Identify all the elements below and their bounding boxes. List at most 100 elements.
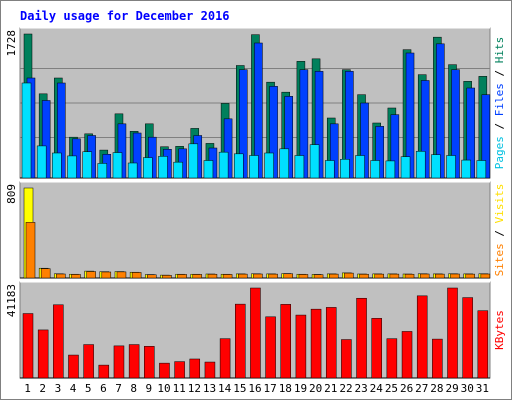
bar-pages-day-21 bbox=[324, 160, 335, 179]
bar-kbytes-day-19 bbox=[295, 314, 307, 379]
bar-pages-day-27 bbox=[415, 151, 426, 179]
legend-part: Visits bbox=[493, 184, 506, 224]
bar-pages-day-13 bbox=[203, 160, 214, 179]
legend: KBytes bbox=[493, 310, 506, 350]
bar-pages-day-6 bbox=[97, 163, 108, 179]
legend-part: Hits bbox=[493, 37, 506, 64]
bar-kbytes-day-5 bbox=[83, 344, 94, 379]
x-tick-day-6: 6 bbox=[100, 382, 107, 395]
bar-pages-day-4 bbox=[67, 155, 77, 179]
x-tick-day-10: 10 bbox=[157, 382, 170, 395]
bar-pages-day-24 bbox=[370, 160, 380, 179]
bar-kbytes-day-14 bbox=[219, 338, 231, 379]
x-tick-day-3: 3 bbox=[55, 382, 62, 395]
bar-sites-day-15 bbox=[238, 273, 248, 279]
legend-part: KBytes bbox=[493, 310, 506, 350]
legend-part: / bbox=[493, 63, 506, 83]
x-tick-day-12: 12 bbox=[188, 382, 201, 395]
bar-sites-day-1 bbox=[25, 222, 36, 279]
bar-pages-day-18 bbox=[279, 148, 289, 179]
bar-pages-day-3 bbox=[52, 152, 62, 179]
bar-kbytes-day-22 bbox=[341, 339, 352, 379]
bar-pages-day-5 bbox=[82, 151, 92, 179]
legend: Sites / Visits bbox=[493, 184, 506, 277]
bar-pages-day-26 bbox=[400, 156, 411, 179]
bar-sites-day-17 bbox=[268, 273, 278, 279]
bar-kbytes-day-12 bbox=[189, 358, 201, 379]
y-max-label: 1728 bbox=[5, 30, 18, 57]
bar-pages-day-25 bbox=[385, 160, 396, 179]
bar-pages-day-22 bbox=[340, 159, 350, 179]
bar-sites-day-30 bbox=[465, 273, 475, 279]
bar-kbytes-day-4 bbox=[68, 354, 79, 379]
bar-pages-day-14 bbox=[218, 151, 229, 179]
x-tick-day-11: 11 bbox=[173, 382, 186, 395]
bar-pages-day-10 bbox=[158, 156, 168, 179]
x-tick-day-7: 7 bbox=[115, 382, 122, 395]
x-tick-day-18: 18 bbox=[279, 382, 292, 395]
bar-sites-day-28 bbox=[435, 273, 445, 279]
panel-kbytes: 41183 KBytes bbox=[5, 281, 506, 379]
bar-pages-day-20 bbox=[309, 144, 320, 179]
bar-sites-day-13 bbox=[207, 273, 218, 279]
x-tick-day-4: 4 bbox=[70, 382, 77, 395]
bar-kbytes-day-8 bbox=[128, 344, 140, 379]
bar-kbytes-day-20 bbox=[310, 308, 322, 379]
bar-pages-day-17 bbox=[264, 152, 274, 179]
bar-kbytes-day-17 bbox=[265, 316, 276, 379]
bar-sites-day-19 bbox=[298, 274, 309, 279]
bar-sites-day-21 bbox=[328, 273, 339, 279]
bar-pages-day-15 bbox=[234, 153, 244, 179]
bar-sites-day-31 bbox=[480, 273, 491, 279]
y-max-label: 809 bbox=[5, 184, 18, 204]
bar-kbytes-day-26 bbox=[401, 331, 413, 379]
bar-pages-day-16 bbox=[249, 155, 259, 179]
bar-pages-day-9 bbox=[143, 157, 153, 179]
x-tick-day-27: 27 bbox=[415, 382, 428, 395]
bar-pages-day-29 bbox=[446, 155, 456, 179]
bar-sites-day-20 bbox=[313, 274, 324, 279]
bar-sites-day-3 bbox=[56, 273, 66, 279]
bar-kbytes-day-24 bbox=[371, 318, 382, 379]
chart-title: Daily usage for December 2016 bbox=[20, 9, 230, 23]
bar-pages-day-1 bbox=[21, 82, 32, 179]
x-tick-day-8: 8 bbox=[130, 382, 137, 395]
x-tick-day-13: 13 bbox=[203, 382, 216, 395]
bar-kbytes-day-15 bbox=[235, 303, 246, 379]
bar-pages-day-23 bbox=[355, 155, 365, 179]
y-max-label: 41183 bbox=[5, 284, 18, 317]
bar-kbytes-day-27 bbox=[416, 295, 428, 379]
bar-sites-day-8 bbox=[131, 272, 142, 279]
bar-kbytes-day-6 bbox=[98, 364, 110, 379]
bar-sites-day-12 bbox=[192, 274, 203, 279]
x-tick-day-15: 15 bbox=[233, 382, 246, 395]
bar-sites-day-16 bbox=[253, 273, 263, 279]
legend-part: Files bbox=[493, 83, 506, 116]
chart-panels: 1728 Pages / Files / Hits 809 Sites / Visit… bbox=[5, 27, 506, 379]
bar-kbytes-day-2 bbox=[37, 329, 49, 379]
x-tick-day-22: 22 bbox=[339, 382, 352, 395]
x-tick-day-25: 25 bbox=[385, 382, 398, 395]
bar-kbytes-day-10 bbox=[159, 362, 170, 379]
bar-pages-day-2 bbox=[36, 145, 47, 179]
x-tick-day-23: 23 bbox=[355, 382, 368, 395]
bar-kbytes-day-18 bbox=[280, 304, 291, 379]
panel-hits-files-pages: 1728 Pages / Files / Hits bbox=[5, 27, 506, 179]
legend: Pages / Files / Hits bbox=[493, 37, 506, 170]
bar-sites-day-27 bbox=[419, 273, 430, 279]
x-tick-day-31: 31 bbox=[476, 382, 489, 395]
x-tick-day-28: 28 bbox=[430, 382, 443, 395]
bar-pages-day-30 bbox=[461, 159, 471, 179]
x-tick-day-1: 1 bbox=[24, 382, 31, 395]
x-tick-day-26: 26 bbox=[400, 382, 413, 395]
x-tick-day-20: 20 bbox=[309, 382, 322, 395]
x-tick-day-16: 16 bbox=[248, 382, 261, 395]
legend-part: Sites bbox=[493, 243, 506, 276]
x-tick-day-30: 30 bbox=[461, 382, 474, 395]
bar-sites-day-14 bbox=[222, 274, 233, 279]
legend-part: Pages bbox=[493, 136, 506, 169]
x-tick-day-5: 5 bbox=[85, 382, 92, 395]
bar-kbytes-day-13 bbox=[204, 361, 216, 379]
legend-part: / bbox=[493, 223, 506, 243]
